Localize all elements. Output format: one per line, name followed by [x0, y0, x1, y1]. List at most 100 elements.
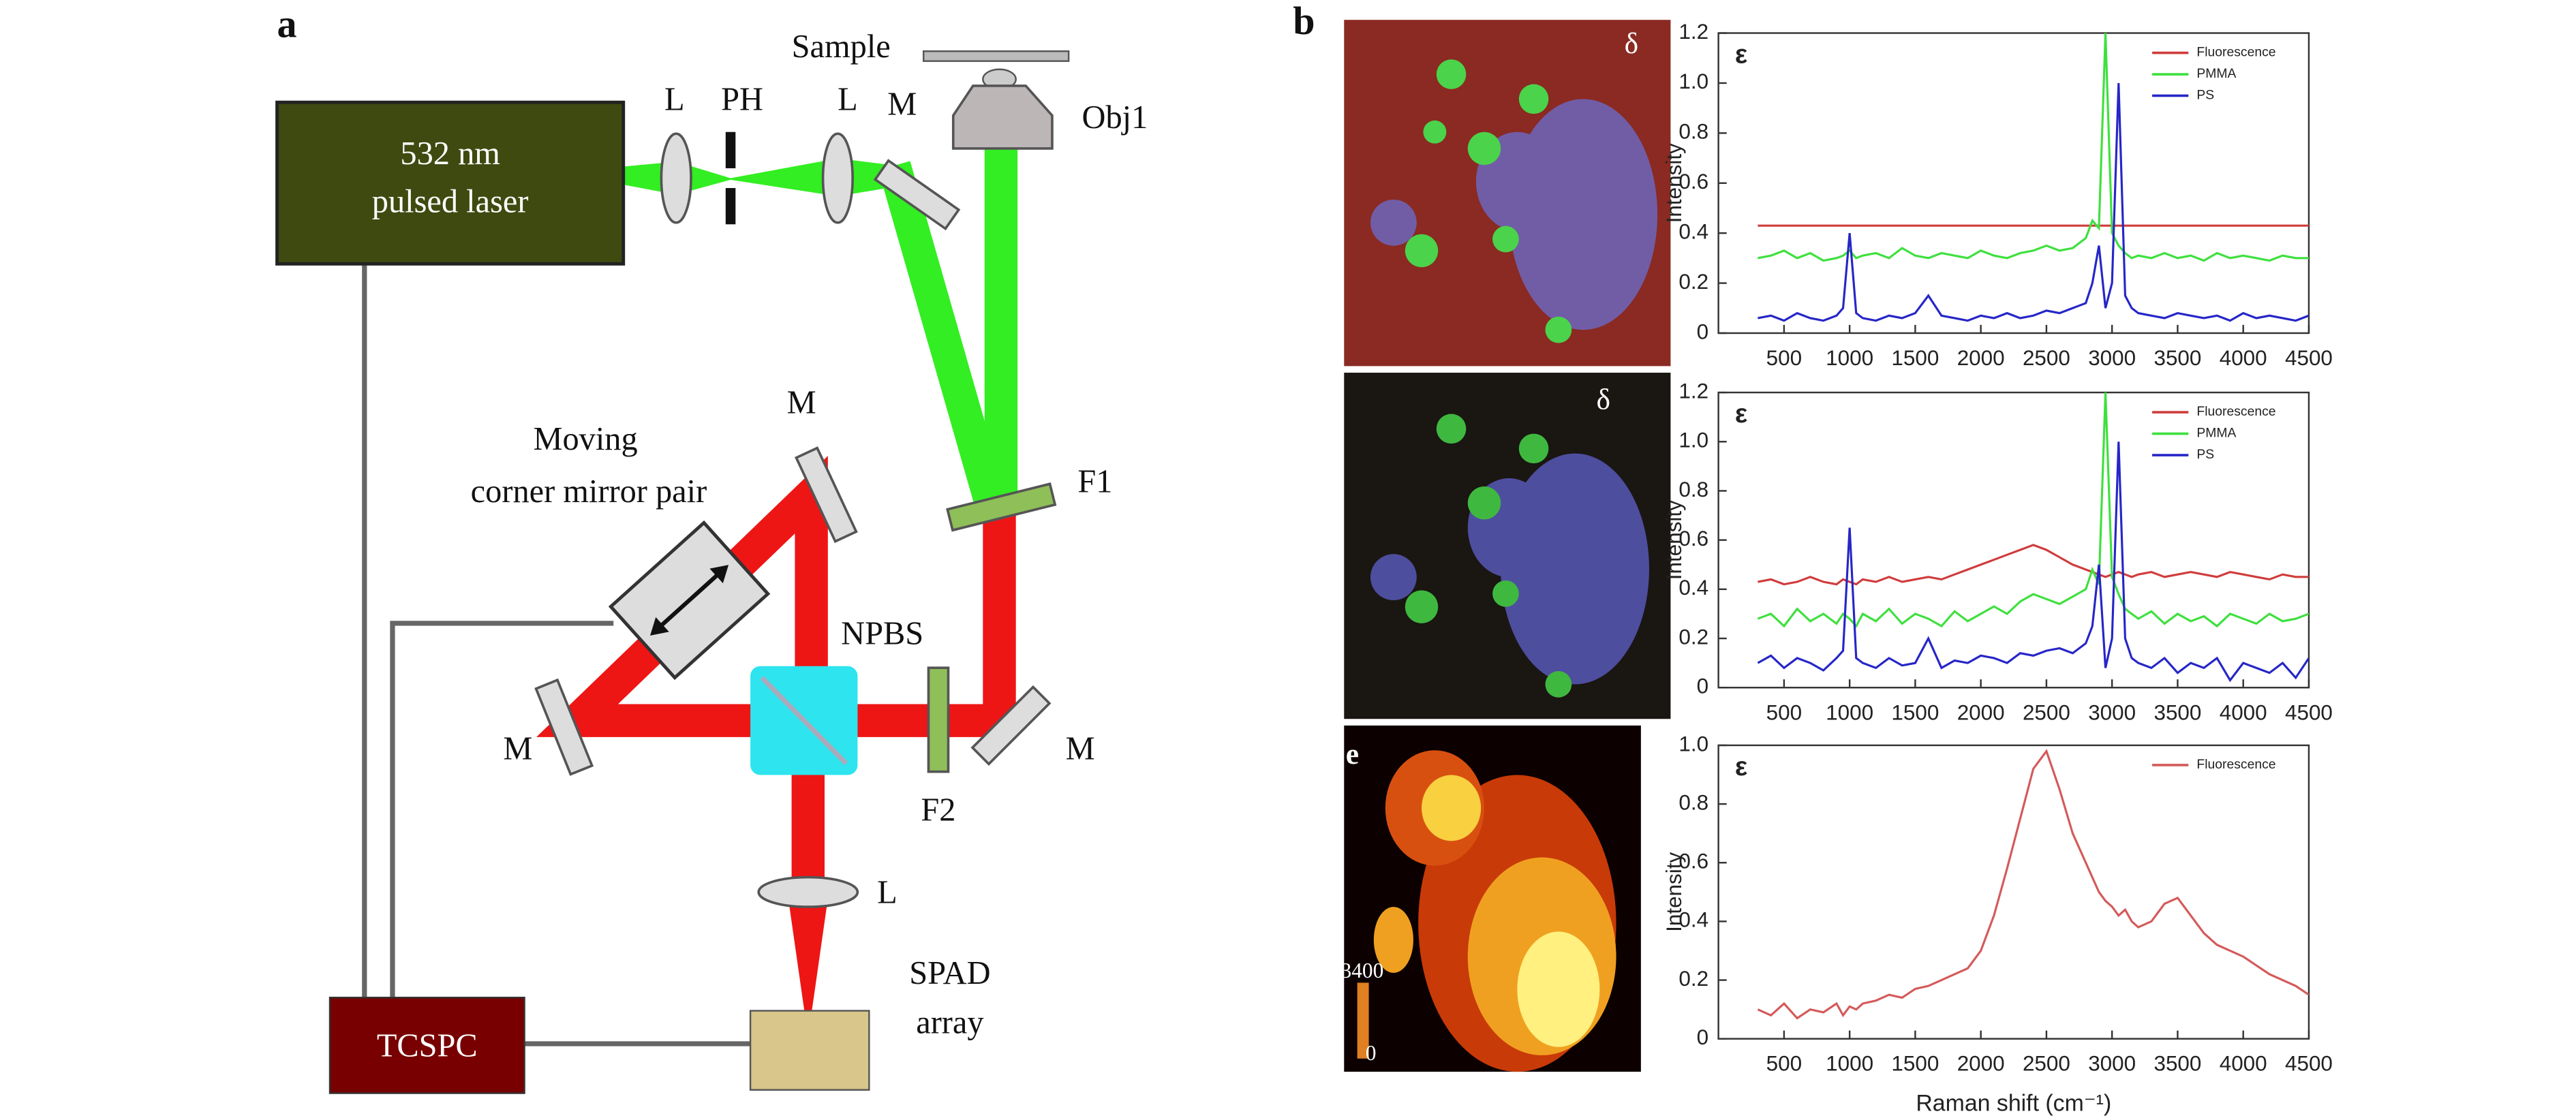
- lens: [757, 875, 859, 908]
- objective: [951, 84, 1054, 150]
- panel-label: ε: [1735, 752, 1747, 781]
- y-tick-label: 0.4: [1678, 908, 1708, 932]
- label: NPBS: [841, 615, 923, 651]
- series-line: [1757, 441, 2309, 683]
- y-tick-label: 0.4: [1678, 219, 1708, 243]
- colorbar: [1357, 982, 1369, 1059]
- label: F1: [1077, 464, 1112, 500]
- panel-label: a: [277, 2, 297, 46]
- colorbar-label: 3400: [1340, 959, 1383, 982]
- label: Moving: [533, 421, 637, 457]
- y-axis-label: Intensity: [1662, 852, 1686, 932]
- x-tick-label: 500: [1766, 700, 1802, 724]
- spectra: 0 0.2 0.4 0.6 0.8 1.0 1.2 500 1000 1500 2000 2500 30…: [1662, 20, 2333, 1117]
- chart: 0 0.2 0.4 0.6 0.8 1.0 500 1000 1500 2000 2500 3000 3…: [1662, 732, 2333, 1116]
- y-tick-label: 0: [1697, 320, 1708, 343]
- micrograph-features: [1405, 59, 1572, 343]
- x-tick-label: 2500: [2023, 700, 2070, 724]
- x-tick-label: 3500: [2153, 1052, 2201, 1076]
- image-label: e: [1346, 738, 1359, 771]
- x-axis-label: Raman shift (cm⁻¹): [1916, 1090, 2111, 1116]
- corner-mirror: [608, 520, 771, 681]
- label: M: [503, 731, 532, 767]
- mirror: [970, 685, 1052, 766]
- x-tick-label: 4000: [2220, 346, 2267, 370]
- series-line: [1758, 82, 2309, 322]
- legend-label: PMMA: [2196, 66, 2236, 81]
- series-line: [1758, 33, 2309, 262]
- x-tick-label: 3500: [2153, 700, 2201, 724]
- y-tick-label: 0.4: [1678, 576, 1708, 600]
- pinhole: [725, 188, 736, 225]
- legend-label: PS: [2196, 447, 2214, 462]
- y-tick-label: 0.8: [1678, 478, 1708, 501]
- wires: [362, 264, 751, 1046]
- label: M: [787, 385, 816, 421]
- micrographs: b δ δ e 3400 0: [1293, 0, 1671, 1072]
- panel-label: ε: [1735, 399, 1747, 429]
- x-tick-label: 4000: [2220, 700, 2267, 724]
- panel-label: b: [1293, 0, 1315, 43]
- image-label: δ: [1625, 27, 1639, 60]
- x-tick-label: 3000: [2088, 346, 2136, 370]
- x-tick-label: 500: [1766, 346, 1802, 370]
- panel-label: ε: [1735, 40, 1747, 69]
- y-tick-label: 0.2: [1678, 625, 1708, 649]
- laser-label: 532 nm: [400, 136, 500, 172]
- x-tick-label: 2500: [2023, 346, 2070, 370]
- x-tick-label: 4500: [2285, 346, 2333, 370]
- legend-label: PS: [2196, 88, 2214, 103]
- x-tick-label: 3500: [2153, 346, 2201, 370]
- y-tick-label: 1.2: [1678, 379, 1708, 403]
- image-label: δ: [1597, 384, 1611, 416]
- x-tick-label: 2500: [2023, 1052, 2070, 1076]
- x-tick-label: 1000: [1826, 700, 1873, 724]
- mirror: [873, 159, 961, 231]
- y-tick-label: 0.2: [1678, 270, 1708, 294]
- lens: [660, 132, 692, 224]
- x-tick-label: 1000: [1826, 346, 1873, 370]
- y-tick-label: 0: [1697, 1025, 1708, 1049]
- y-tick-label: 0.2: [1678, 967, 1708, 991]
- chart: 0 0.2 0.4 0.6 0.8 1.0 1.2 500 1000 1500 2000 2500 30…: [1662, 20, 2333, 370]
- mirror: [795, 446, 858, 544]
- label: M: [1066, 731, 1095, 767]
- label: corner mirror pair: [471, 473, 707, 510]
- x-tick-label: 2000: [1957, 700, 2005, 724]
- y-tick-label: 0.6: [1678, 170, 1708, 193]
- y-axis-label: Intensity: [1662, 500, 1686, 580]
- spad-box: [749, 1010, 870, 1091]
- x-tick-label: 2000: [1957, 346, 2005, 370]
- setup-diagram: a 532 nm pulsed laser Sample L PH L M Ob…: [275, 2, 1148, 1094]
- label: L: [877, 874, 898, 910]
- label: L: [838, 81, 858, 117]
- y-tick-label: 1.0: [1678, 69, 1708, 93]
- y-tick-label: 0.8: [1678, 790, 1708, 814]
- x-tick-label: 2000: [1957, 1052, 2005, 1076]
- filter: [946, 482, 1057, 532]
- label: F2: [921, 792, 955, 828]
- y-axis-label: Intensity: [1662, 143, 1686, 223]
- label: L: [664, 81, 685, 117]
- micrograph-features: [1373, 750, 1616, 1072]
- mirror: [534, 678, 594, 776]
- x-tick-label: 1500: [1891, 346, 1939, 370]
- tcspc-box: [328, 997, 525, 1094]
- y-tick-label: 0.6: [1678, 527, 1708, 550]
- x-tick-label: 4000: [2220, 1052, 2267, 1076]
- label: TCSPC: [377, 1027, 478, 1063]
- x-tick-label: 3000: [2088, 700, 2136, 724]
- series-line: [1758, 544, 2309, 586]
- sample-slide: [922, 50, 1070, 62]
- pinhole: [725, 131, 736, 168]
- legend-label: Fluorescence: [2196, 757, 2275, 772]
- label: PH: [721, 81, 763, 117]
- label: Sample: [792, 29, 891, 65]
- x-tick-label: 1500: [1891, 1052, 1939, 1076]
- x-tick-label: 3000: [2088, 1052, 2136, 1076]
- lens: [821, 132, 854, 224]
- x-tick-label: 1500: [1891, 700, 1939, 724]
- label: Obj1: [1082, 99, 1148, 136]
- series-line: [1757, 749, 2309, 1020]
